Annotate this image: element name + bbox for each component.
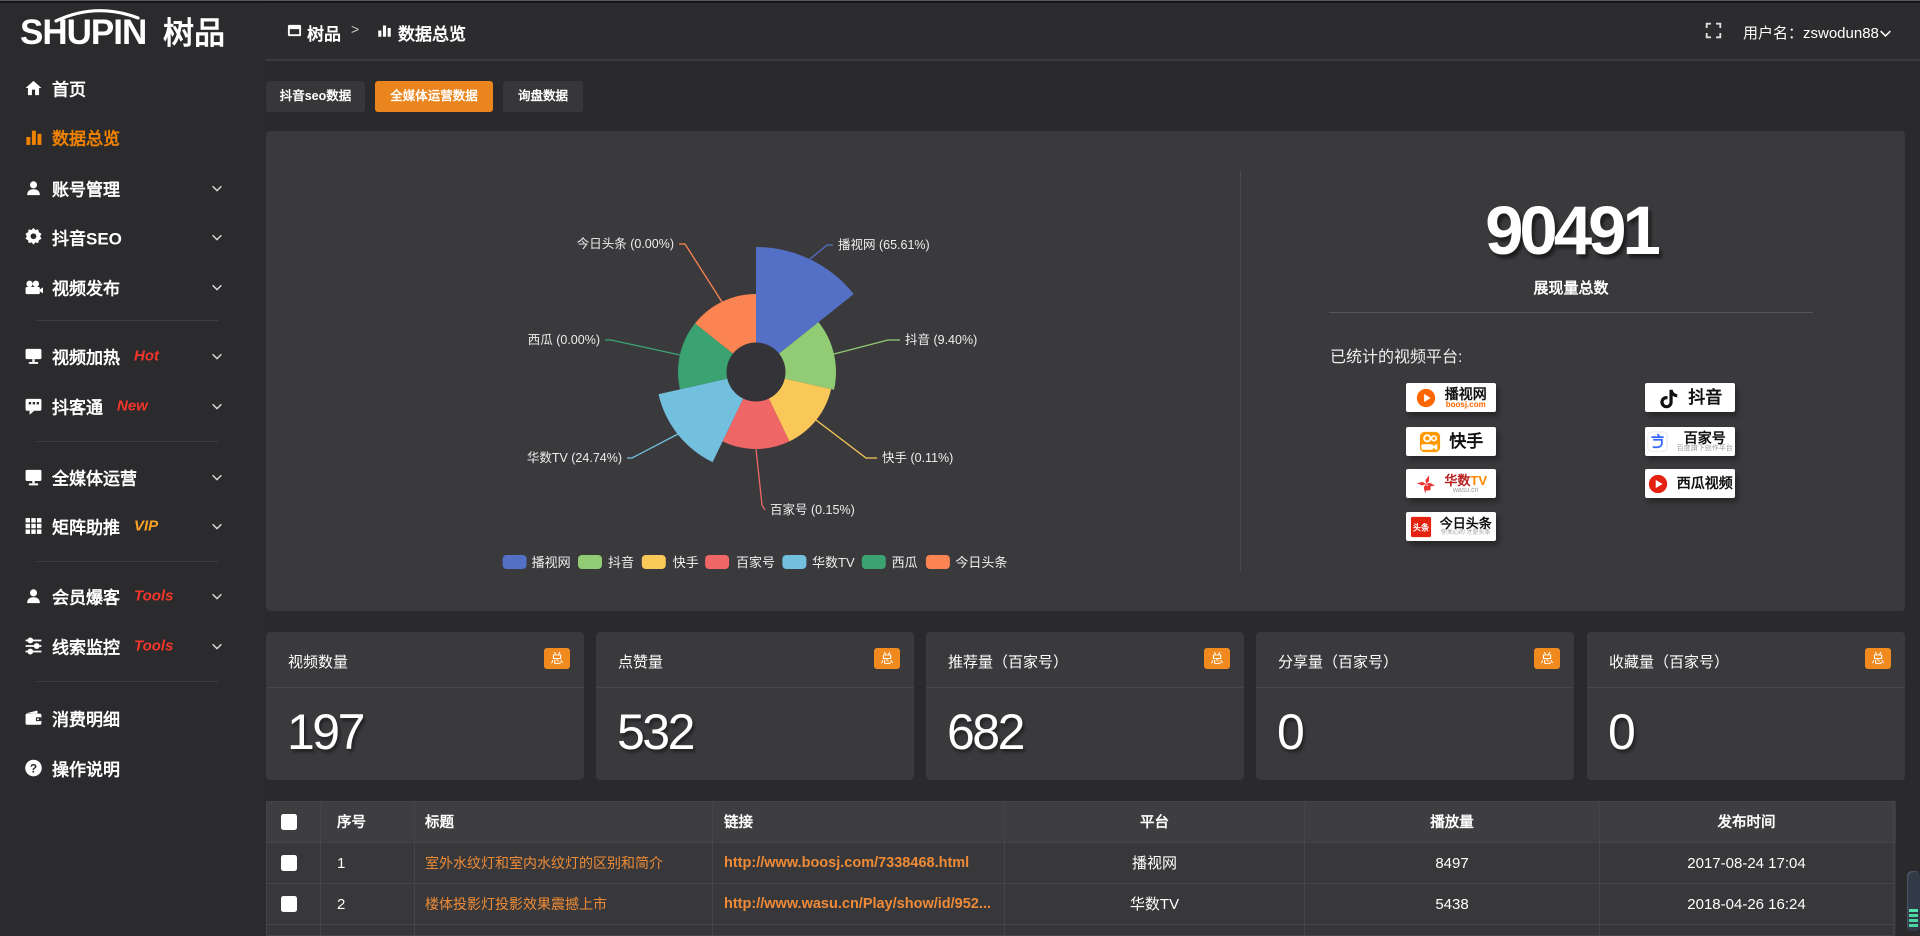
svg-text:播视网: 播视网	[532, 555, 571, 570]
svg-text:抖音 (9.40%): 抖音 (9.40%)	[905, 332, 977, 347]
svg-text:华数TV (24.74%): 华数TV (24.74%)	[527, 450, 622, 465]
svg-text:百家号: 百家号	[736, 555, 775, 570]
svg-text:SHUPIN: SHUPIN	[20, 13, 146, 52]
svg-text:百家号 (0.15%): 百家号 (0.15%)	[770, 502, 855, 517]
svg-text:快手 (0.11%): 快手 (0.11%)	[882, 451, 953, 465]
svg-text:快手: 快手	[673, 555, 699, 570]
svg-text:西瓜 (0.00%): 西瓜 (0.00%)	[528, 333, 600, 347]
svg-text:华数TV: 华数TV	[812, 555, 855, 570]
svg-text:西瓜: 西瓜	[892, 555, 918, 570]
svg-text:树品: 树品	[163, 16, 225, 51]
svg-text:抖音: 抖音	[608, 555, 634, 570]
svg-text:今日头条: 今日头条	[955, 555, 1007, 570]
svg-text:播视网 (65.61%): 播视网 (65.61%)	[838, 237, 930, 252]
svg-text:今日头条 (0.00%): 今日头条 (0.00%)	[577, 236, 674, 251]
svg-text:头条: 头条	[1413, 522, 1430, 532]
svg-text:?: ?	[30, 761, 37, 775]
